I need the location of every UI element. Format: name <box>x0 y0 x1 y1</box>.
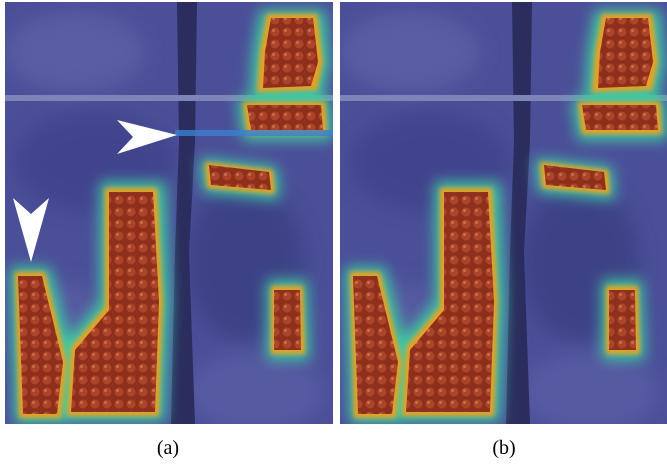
arrow <box>13 198 49 262</box>
panel-a-image <box>5 2 333 432</box>
caption: (b) <box>492 437 515 459</box>
arrow <box>117 120 177 154</box>
panel-b-image <box>340 2 667 432</box>
caption: (a) <box>157 437 179 459</box>
